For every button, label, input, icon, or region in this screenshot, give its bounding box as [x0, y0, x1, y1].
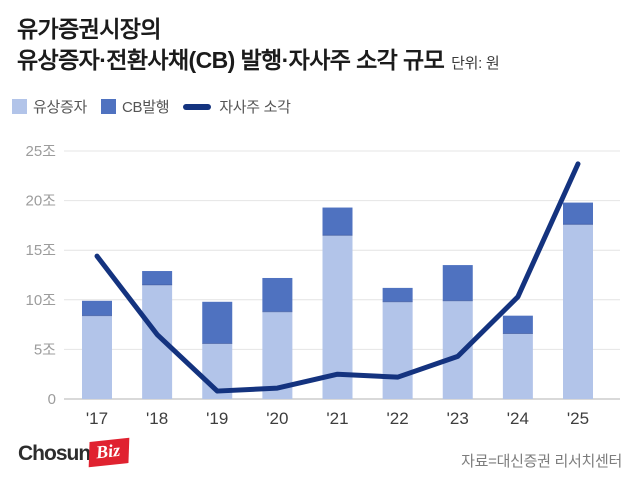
y-axis-tick-label: 5조 — [34, 341, 56, 358]
bar-segment-rights-issue — [82, 315, 112, 399]
logo-biz-flag: Biz — [88, 437, 130, 467]
chart-title-line2: 유상증자·전환사채(CB) 발행·자사주 소각 규모 단위: 원 — [17, 45, 627, 79]
x-axis-tick-label: '25 — [567, 409, 589, 428]
unit-label: 단위: 원 — [451, 55, 500, 72]
y-axis-tick-label: 15조 — [26, 242, 57, 259]
x-axis-tick-label: '23 — [447, 409, 469, 428]
bar-segment-cb-issue — [382, 287, 413, 302]
bar-segment-cb-issue — [262, 277, 293, 312]
bar-segment-cb-issue — [142, 271, 173, 285]
legend-item-rights-issue: 유상증자 — [12, 96, 87, 117]
legend-label: 유상증자 — [33, 99, 88, 116]
x-axis-tick-label: '18 — [146, 409, 168, 428]
treasury-buyback-cancellation-line — [94, 161, 581, 394]
x-axis-tick-label: '21 — [326, 409, 348, 428]
bar-segment-cb-issue — [502, 315, 533, 334]
bar-segment-cb-issue — [202, 301, 233, 344]
chosunbiz-logo: Chosun Biz — [18, 437, 130, 467]
x-axis-tick-label: '20 — [266, 409, 288, 428]
bar-segment-rights-issue — [502, 333, 533, 399]
chart-title-line1: 유가증권시장의 — [17, 16, 162, 42]
bar-segment-cb-issue — [442, 265, 473, 301]
bar-segment-rights-issue — [563, 224, 593, 399]
legend-label: 자사주 소각 — [219, 99, 291, 116]
rights-issue-swatch-icon — [12, 99, 27, 114]
cb-issue-swatch-icon — [101, 99, 117, 114]
bar-segment-rights-issue — [442, 300, 473, 399]
x-axis-tick-label: '19 — [206, 409, 228, 428]
buyback-line-swatch-icon — [183, 103, 212, 110]
legend-item-cb-issue: CB발행 — [101, 96, 170, 117]
bar-segment-cb-issue — [322, 207, 353, 236]
chart-header: 유가증권시장의 유상증자·전환사채(CB) 발행·자사주 소각 규모 단위: 원 — [17, 14, 627, 79]
y-axis-tick-label: 25조 — [26, 143, 57, 160]
y-axis-tick-label: 20조 — [26, 193, 57, 210]
x-axis-tick-label: '17 — [86, 409, 108, 428]
logo-biz-text: Biz — [95, 439, 122, 462]
legend-label: CB발행 — [122, 99, 170, 116]
bar-segment-rights-issue — [382, 301, 413, 399]
x-axis-tick-label: '24 — [507, 409, 529, 428]
y-axis-tick-label: 0 — [48, 391, 56, 408]
source-credit: 자료=대신증권 리서치센터 — [461, 453, 622, 470]
bar-segment-cb-issue — [82, 300, 112, 316]
chart-legend: 유상증자 CB발행 자사주 소각 — [12, 96, 291, 117]
logo-chosun-text: Chosun — [18, 442, 91, 465]
y-axis-tick-label: 10조 — [26, 292, 57, 309]
legend-item-buyback-line: 자사주 소각 — [183, 96, 291, 117]
x-axis-tick-label: '22 — [387, 409, 409, 428]
chart-title-text: 유상증자·전환사채(CB) 발행·자사주 소각 규모 — [17, 47, 445, 73]
bar-segment-cb-issue — [563, 202, 593, 225]
